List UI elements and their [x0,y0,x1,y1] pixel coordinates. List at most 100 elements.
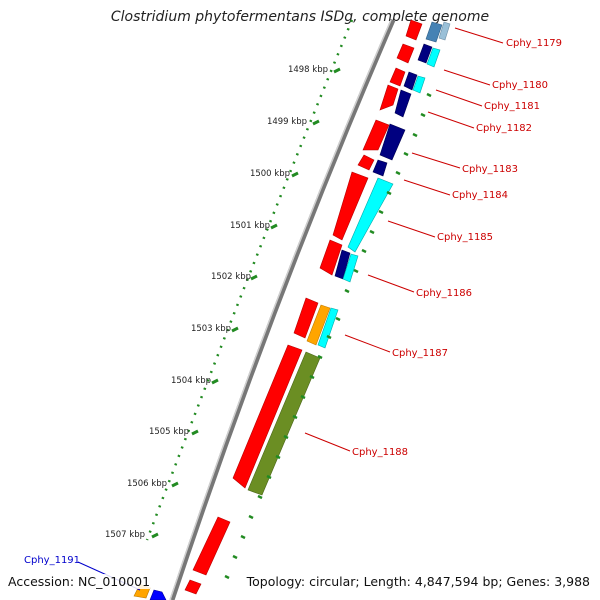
gene-feature[interactable] [357,154,375,171]
gene-label-cphy-1180[interactable]: Cphy_1180 [492,80,548,91]
tick-1505 [191,429,199,436]
gene-feature[interactable] [379,84,399,111]
leader-cphy-1180 [443,69,491,86]
gene-feature[interactable] [394,89,412,118]
tick-1502 [250,274,258,281]
inner-tick [275,454,281,460]
inner-tick [403,151,409,157]
gene-feature[interactable] [149,589,167,600]
inner-tick [283,434,289,440]
gene-feature[interactable] [247,351,321,496]
inner-tick [344,288,350,294]
gene-label-cphy-1185[interactable]: Cphy_1185 [437,232,493,243]
gene-feature[interactable] [192,516,231,576]
gene-feature[interactable] [372,159,388,177]
topology-summary: Topology: circular; Length: 4,847,594 bp… [246,574,590,589]
leader-cphy-1187 [344,334,391,353]
gene-feature[interactable] [332,171,369,241]
backbone-ring [169,19,396,600]
gene-feature[interactable] [293,297,319,339]
gene-label-cphy-1181[interactable]: Cphy_1181 [484,101,540,112]
inner-tick [232,554,238,560]
gene-feature[interactable] [405,19,423,41]
kbp-label-1500: 1500 kbp [250,169,290,179]
gene-label-cphy-1188[interactable]: Cphy_1188 [352,447,408,458]
kbp-label-1507: 1507 kbp [105,530,145,540]
kbp-label-1506: 1506 kbp [127,479,167,489]
inner-tick [420,112,426,118]
inner-tick [224,574,230,580]
kbp-label-1501: 1501 kbp [230,221,270,231]
leader-cphy-1186 [367,274,415,293]
gene-feature[interactable] [319,239,343,276]
tick-1503 [231,326,239,333]
kbp-label-1498: 1498 kbp [288,65,328,75]
scale-dotted-track [145,19,354,541]
gene-feature[interactable] [317,307,339,349]
gene-feature[interactable] [306,304,331,346]
kbp-label-1503: 1503 kbp [191,324,231,334]
inner-tick [309,374,315,380]
inner-tick [353,268,359,274]
gene-label-cphy-1184[interactable]: Cphy_1184 [452,190,508,201]
gene-feature[interactable] [232,344,303,489]
gene-feature[interactable] [389,67,406,87]
gene-label-cphy-1187[interactable]: Cphy_1187 [392,348,448,359]
gene-feature[interactable] [438,21,451,41]
inner-tick [335,316,341,322]
kbp-ticks [151,67,341,539]
accession-text: Accession: NC_010001 [8,574,151,589]
inner-tick [386,190,392,196]
leader-cphy-1179 [454,27,504,44]
gene-label-cphy-1183[interactable]: Cphy_1183 [462,164,518,175]
leader-cphy-1182 [427,111,475,129]
gene-feature[interactable] [347,177,394,253]
tick-1506 [171,481,179,488]
gene-feature[interactable] [412,75,426,94]
tick-1504 [211,378,219,385]
inner-tick [292,414,298,420]
gene-feature[interactable] [396,43,415,64]
label-leader-lines [77,27,504,591]
tick-1507 [151,532,159,539]
kbp-label-1505: 1505 kbp [149,427,189,437]
kbp-label-1502: 1502 kbp [211,272,251,282]
leader-cphy-1188 [304,432,351,452]
inner-tick [378,209,384,215]
leader-cphy-1184 [403,179,451,196]
gene-feature[interactable] [425,21,443,43]
tick-1498 [333,67,341,74]
kbp-label-1499: 1499 kbp [267,117,307,127]
leader-cphy-1185 [387,220,436,238]
gene-feature[interactable] [417,43,433,64]
forward-strand-genes [184,19,423,595]
tick-1500 [291,171,299,178]
inner-tick [369,229,375,235]
kbp-label-1504: 1504 kbp [171,376,211,386]
gene-label-cphy-1179[interactable]: Cphy_1179 [506,38,562,49]
inner-tick [395,170,401,176]
inner-tick [326,334,332,340]
inner-tick [426,92,432,98]
gene-feature[interactable] [184,579,202,595]
inner-tick [317,354,323,360]
gene-feature[interactable] [426,47,441,68]
inner-tick [412,132,418,138]
gene-label-cphy-1191[interactable]: Cphy_1191 [24,555,80,566]
inner-track-ticks [224,92,432,580]
leader-cphy-1181 [435,89,483,107]
gene-feature[interactable] [362,119,390,151]
gene-feature[interactable] [379,123,406,161]
gene-feature[interactable] [342,253,359,283]
gene-feature[interactable] [403,71,418,91]
backbone-highlight [169,19,392,600]
tick-1501 [270,223,278,230]
inner-tick [257,494,263,500]
inner-tick [248,514,254,520]
inner-tick [266,474,272,480]
leader-cphy-1183 [411,152,461,169]
gene-label-cphy-1186[interactable]: Cphy_1186 [416,288,472,299]
gene-label-cphy-1182[interactable]: Cphy_1182 [476,123,532,134]
